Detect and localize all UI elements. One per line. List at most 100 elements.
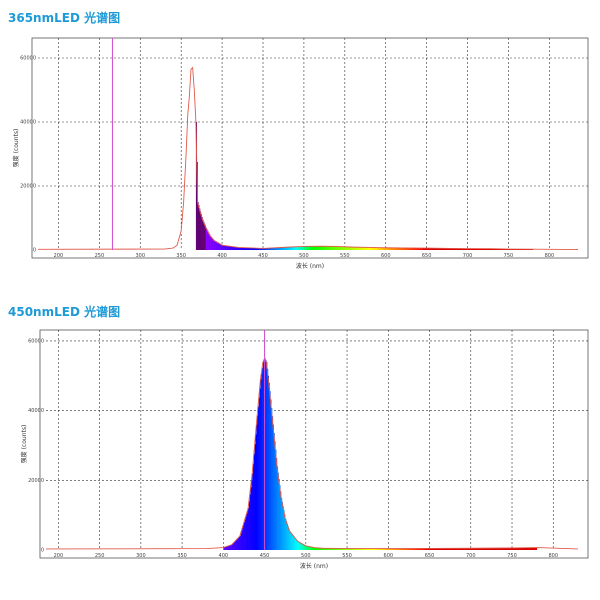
chart1-spectrum-strip xyxy=(267,248,269,250)
chart1-spectrum-strip xyxy=(432,248,434,250)
chart1-spectrum-strip xyxy=(479,248,481,250)
chart2-spectrum-strip xyxy=(508,547,510,550)
chart1-spectrum-strip xyxy=(263,248,265,250)
chart2-spectrum-strip xyxy=(290,531,292,550)
chart2-spectrum-strip xyxy=(446,548,448,550)
chart2-y-tick-label: 60000 xyxy=(28,338,44,344)
chart1-spectrum-strip xyxy=(356,247,358,250)
chart2-spectrum-strip xyxy=(393,548,395,550)
chart2-spectrum-strip xyxy=(415,548,417,550)
chart2-spectrum-strip xyxy=(422,548,425,550)
chart1-spectrum-strip xyxy=(276,247,278,250)
chart1-spectrum-strip xyxy=(331,246,333,250)
chart2-spectrum-strip xyxy=(406,548,408,550)
chart1-spectrum-strip xyxy=(476,248,478,250)
chart2-spectrum-strip xyxy=(244,519,246,550)
chart1-spectrum-strip xyxy=(233,246,235,250)
chart2-spectrum-strip xyxy=(253,463,255,550)
chart1-spectrum-strip xyxy=(208,232,210,250)
chart2-spectrum-strip xyxy=(441,548,443,550)
chart1-spectrum-strip xyxy=(444,248,446,250)
chart1-spectrum-strip xyxy=(371,247,373,250)
chart2-spectrum-strip xyxy=(332,548,334,550)
chart2-spectrum-strip xyxy=(355,548,357,550)
chart1-spectrum-strip xyxy=(241,247,243,250)
chart1-spectrum-strip xyxy=(380,247,382,250)
chart2-spectrum-strip xyxy=(307,546,309,550)
chart2-x-tick-label: 700 xyxy=(466,553,476,559)
chart1-spectrum-strip xyxy=(376,247,378,250)
chart2-spectrum-strip xyxy=(247,510,249,550)
chart1-spectrum-strip xyxy=(238,247,240,250)
chart2-spectrum-strip xyxy=(513,547,515,550)
chart1-spectrum-strip xyxy=(497,248,499,250)
chart2-spectrum-strip xyxy=(348,548,350,550)
chart2-spectrum-strip xyxy=(272,424,274,550)
chart1-spectrum-strip xyxy=(215,241,217,250)
chart2-spectrum-strip xyxy=(347,548,350,550)
chart1-spectrum-strip xyxy=(232,246,234,250)
chart1-spectrum-strip xyxy=(250,247,252,250)
chart1-spectrum-strip xyxy=(270,248,272,250)
chart1-spectrum-strip xyxy=(289,247,291,250)
chart1-spectrum-strip xyxy=(348,246,350,250)
chart2-spectrum-strip xyxy=(241,530,243,550)
chart1-spectrum-strip xyxy=(247,247,249,250)
chart2-spectrum-strip xyxy=(256,424,258,550)
chart2-spectrum-strip xyxy=(391,548,393,550)
chart2-spectrum-strip xyxy=(327,548,329,550)
chart2-x-tick-label: 200 xyxy=(54,553,64,559)
chart2-spectrum-strip xyxy=(283,510,285,550)
chart2-spectrum-strip xyxy=(326,548,328,550)
chart2-spectrum-strip xyxy=(361,548,363,550)
chart1-spectrum-strip xyxy=(362,247,364,250)
chart2-spectrum-strip xyxy=(238,537,240,550)
chart1-spectrum-strip xyxy=(360,247,362,250)
chart2-x-tick-label: 350 xyxy=(177,553,187,559)
chart1-spectrum-strip xyxy=(390,247,392,250)
chart2-spectrum-strip xyxy=(405,548,407,550)
chart1-spectrum-strip xyxy=(211,237,213,250)
chart2-spectrum-strip xyxy=(303,544,305,550)
chart2-spectrum-strip xyxy=(534,547,536,550)
chart2-spectrum-strip xyxy=(388,548,390,550)
chart2-spectrum-strip xyxy=(380,548,382,550)
chart2-spectrum-strip xyxy=(488,548,490,550)
chart1-spectrum-strip xyxy=(252,247,254,250)
chart2-spectrum-strip xyxy=(312,547,314,550)
chart1-spectrum-strip xyxy=(245,247,247,250)
chart1-spectrum-strip xyxy=(216,241,218,250)
chart2-spectrum-strip xyxy=(483,548,486,550)
chart1-spectrum-strip xyxy=(237,247,239,250)
chart2-spectrum-strip xyxy=(452,548,454,550)
chart1-spectrum-strip xyxy=(210,236,212,250)
chart2-spectrum-strip xyxy=(408,548,411,550)
chart1-spectrum-strip xyxy=(389,247,391,250)
chart2-spectrum-strip xyxy=(432,548,434,550)
chart2-spectrum-strip xyxy=(357,548,359,550)
chart2-spectrum-strip xyxy=(304,545,307,550)
chart2-spectrum-strip xyxy=(472,548,474,550)
chart1-spectrum-strip xyxy=(338,246,340,250)
chart2-spectrum-strip xyxy=(347,548,349,550)
chart2-spectrum-strip xyxy=(487,548,489,550)
chart1-spectrum-strip xyxy=(246,247,248,250)
chart1-spectrum-strip xyxy=(482,248,484,250)
chart1-spectrum-strip xyxy=(398,247,400,250)
chart2-spectrum-strip xyxy=(375,548,378,550)
chart2-spectrum-strip xyxy=(473,548,475,550)
chart1-spectrum-strip xyxy=(220,244,222,250)
chart1-spectrum-strip xyxy=(291,246,293,250)
chart1-spectrum-strip xyxy=(411,247,413,250)
chart2-spectrum-strip xyxy=(254,444,256,550)
chart1-spectrum-strip xyxy=(384,247,386,250)
chart1-spectrum-strip xyxy=(334,246,336,250)
chart2-spectrum-strip xyxy=(252,473,254,550)
chart2-spectrum-strip xyxy=(516,547,519,550)
chart1-spectrum-strip xyxy=(509,249,511,250)
chart1-spectrum-strip xyxy=(438,248,441,250)
chart1-spectrum-strip xyxy=(363,247,365,250)
chart1-spectrum-strip xyxy=(228,246,230,250)
chart1-spectrum-strip xyxy=(353,247,355,250)
chart1-spectrum-strip xyxy=(323,246,325,250)
